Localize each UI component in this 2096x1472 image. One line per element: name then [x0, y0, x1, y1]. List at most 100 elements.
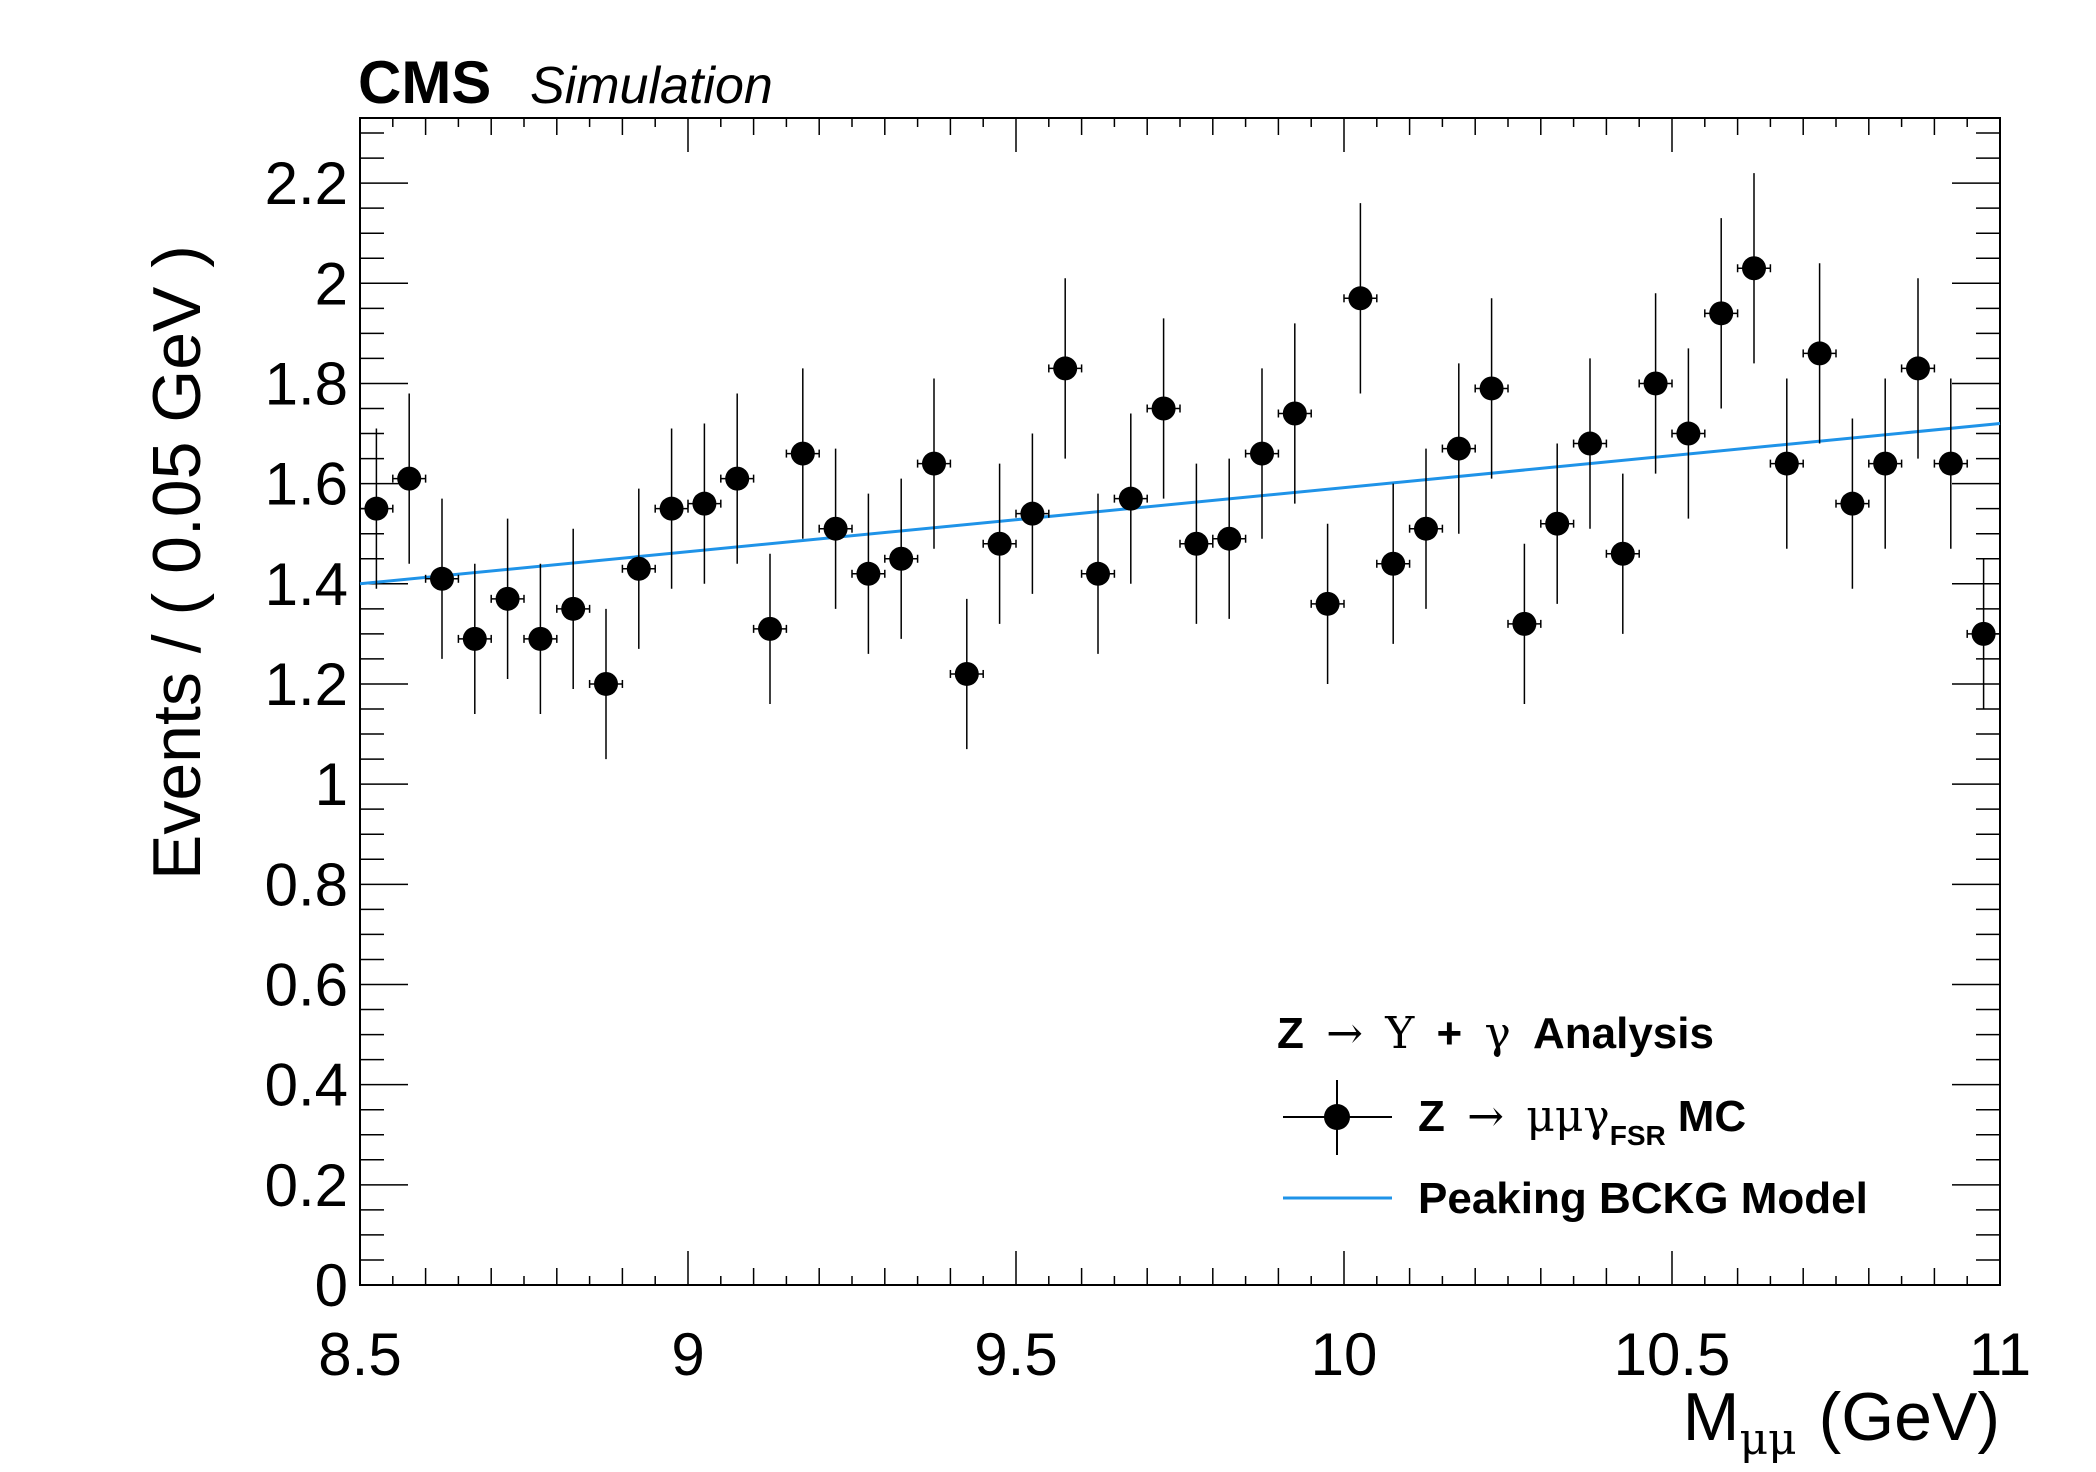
- data-point: [1179, 463, 1214, 624]
- y-axis-title: Events / ( 0.05 GeV ): [139, 245, 215, 880]
- model-line: [359, 422, 2001, 586]
- x-axis-tick-labels: 8.5 9 9.5 10 10.5 11: [318, 1321, 2031, 1388]
- point-marker: [495, 586, 520, 611]
- point-marker: [1348, 286, 1373, 311]
- point-marker: [1381, 551, 1406, 576]
- point-marker: [397, 466, 422, 491]
- data-point: [785, 368, 820, 539]
- y-tick-label: 2.2: [265, 150, 348, 217]
- point-marker: [1610, 541, 1635, 566]
- data-point: [752, 553, 788, 705]
- point-marker: [1873, 451, 1898, 476]
- data-point: [1900, 278, 1936, 459]
- point-marker: [1446, 436, 1471, 461]
- y-tick-label: 1.2: [265, 651, 348, 718]
- x-tick-label: 10.5: [1614, 1321, 1731, 1388]
- legend-mc-part-0: Z: [1418, 1092, 1445, 1141]
- x-tick-label: 11: [1969, 1321, 2031, 1388]
- legend-title-part-5: Analysis: [1533, 1009, 1714, 1058]
- data-point: [1966, 558, 2001, 710]
- point-marker: [1020, 501, 1045, 526]
- point-marker: [528, 626, 553, 651]
- point-marker: [626, 556, 651, 581]
- x-axis-title-sub: μμ: [1739, 1414, 1796, 1465]
- x-tick-label: 8.5: [318, 1321, 401, 1388]
- data-point: [1638, 293, 1673, 474]
- x-axis-ticks: [359, 118, 2001, 1285]
- legend-mc-part-3: FSR: [1610, 1120, 1666, 1151]
- point-marker: [1250, 441, 1274, 466]
- y-tick-label: 0: [315, 1252, 348, 1319]
- data-point: [851, 493, 886, 654]
- point-marker: [1118, 486, 1143, 511]
- point-marker: [1709, 301, 1734, 326]
- y-tick-label: 0.2: [265, 1152, 348, 1219]
- legend-mc-part-1: →: [1467, 1091, 1504, 1142]
- point-marker: [1774, 451, 1799, 476]
- data-point: [621, 488, 656, 649]
- point-marker: [790, 441, 815, 466]
- legend-title-part-2: Υ: [1384, 1008, 1415, 1059]
- point-marker: [1184, 531, 1209, 556]
- point-marker: [1676, 421, 1701, 446]
- point-marker: [1217, 526, 1242, 551]
- y-tick-label: 1: [315, 751, 348, 818]
- data-point: [1507, 543, 1542, 705]
- point-marker: [758, 616, 782, 641]
- legend-mc-part-2: μμγ: [1526, 1091, 1610, 1142]
- x-tick-label: 10: [1311, 1321, 1378, 1388]
- point-marker: [1840, 491, 1865, 516]
- data-point: [359, 428, 394, 589]
- data-point: [1212, 458, 1247, 619]
- model-line-layer: [359, 422, 2001, 586]
- data-point: [1343, 203, 1378, 394]
- data-point: [1540, 443, 1575, 604]
- x-axis-title: Mμμ (GeV): [1683, 1379, 2000, 1465]
- point-marker: [856, 561, 881, 586]
- x-tick-label: 9.5: [974, 1321, 1057, 1388]
- point-marker: [1643, 371, 1668, 396]
- data-point: [1146, 318, 1181, 499]
- data-point: [588, 608, 624, 760]
- data-point: [949, 598, 984, 750]
- legend: Z → Υ + γ Analysis Z → μμγFSR MC Peaking …: [1277, 1008, 1868, 1223]
- y-tick-label: 0.4: [265, 1052, 348, 1119]
- data-point: [1310, 523, 1345, 684]
- point-marker: [1906, 356, 1930, 381]
- experiment-label: CMS: [358, 49, 491, 116]
- point-marker: [1414, 516, 1438, 541]
- data-point: [1408, 448, 1444, 609]
- data-point: [1868, 378, 1903, 549]
- data-point: [1736, 173, 1772, 364]
- point-marker: [1545, 511, 1570, 536]
- data-point: [1277, 323, 1312, 504]
- data-point: [687, 423, 722, 584]
- point-marker: [594, 671, 618, 696]
- data-point: [1769, 378, 1804, 549]
- data-point: [1572, 358, 1608, 529]
- data-point: [1933, 378, 1968, 549]
- point-marker: [1807, 341, 1832, 366]
- data-point: [424, 498, 460, 659]
- x-axis-title-unit: (GeV): [1819, 1379, 2000, 1455]
- x-axis-title-main: M: [1683, 1379, 1740, 1455]
- data-point: [1474, 298, 1509, 479]
- data-point: [556, 528, 591, 689]
- data-point: [884, 478, 919, 639]
- data-point: [1704, 218, 1739, 409]
- data-point: [1015, 433, 1050, 594]
- data-point: [1802, 263, 1837, 444]
- data-point: [1244, 368, 1280, 539]
- legend-title-part-1: →: [1326, 1008, 1363, 1059]
- legend-title-part-4: γ: [1484, 1008, 1510, 1059]
- y-tick-label: 0.6: [265, 951, 348, 1018]
- data-point: [1835, 418, 1870, 589]
- status-label: Simulation: [530, 57, 773, 115]
- point-marker: [1282, 401, 1307, 426]
- y-tick-label: 1.6: [265, 451, 348, 518]
- data-point: [818, 448, 853, 609]
- y-axis-tick-labels: 0 0.2 0.4 0.6 0.8 1 1.2 1.4 1.6 1.8 2 2.2: [265, 150, 348, 1319]
- data-point: [1605, 473, 1640, 634]
- point-marker: [1086, 561, 1110, 586]
- point-marker: [1315, 591, 1340, 616]
